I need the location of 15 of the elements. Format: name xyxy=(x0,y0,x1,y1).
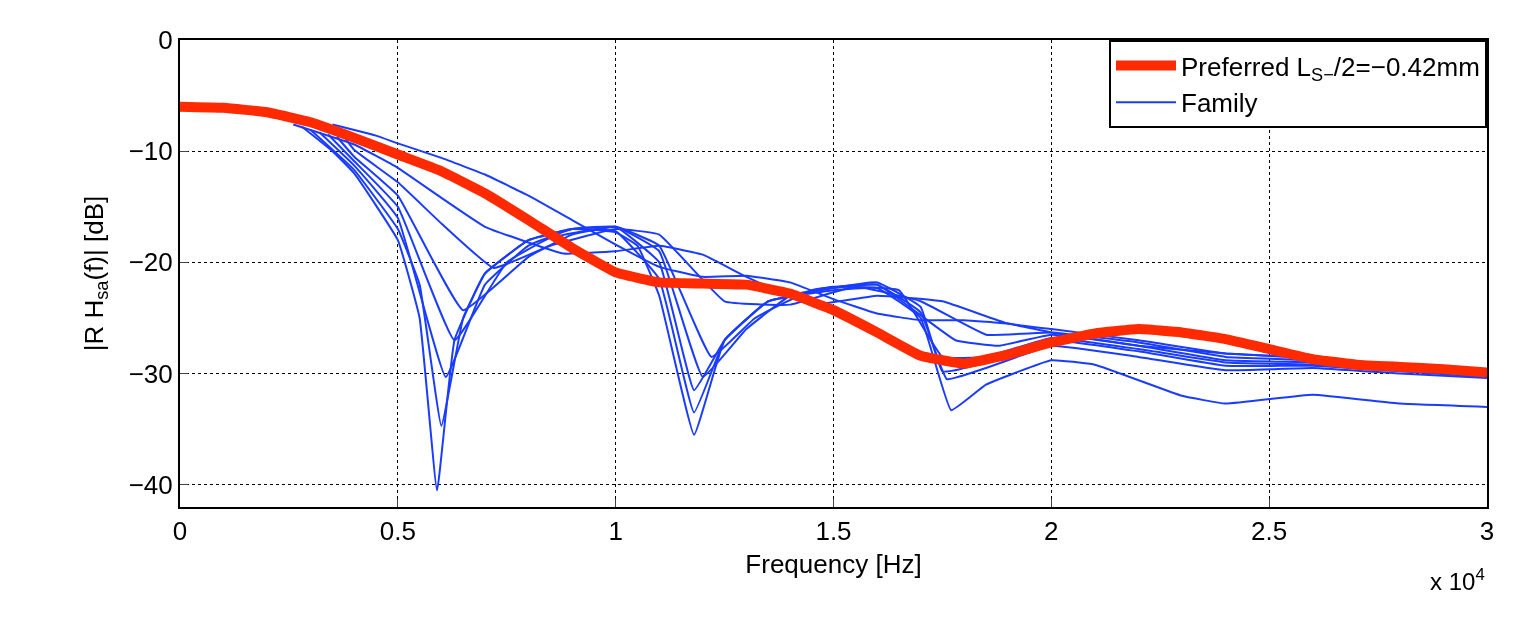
text: x 10$^{4}$ xyxy=(1430,565,1485,596)
x-tick-label: 1 xyxy=(608,516,623,547)
y-tick-label: −30 xyxy=(128,358,173,389)
y-tick-label: −40 xyxy=(128,469,173,500)
x-tick-label: 0.5 xyxy=(379,516,416,547)
y-tick-label: −20 xyxy=(128,247,173,278)
y-tick-label: 0 xyxy=(158,25,173,56)
y-tick-label: −10 xyxy=(128,136,173,167)
legend-label: Family xyxy=(1181,88,1258,119)
x-axis-title: Frequency [Hz] xyxy=(745,549,922,580)
x-tick-label: 3 xyxy=(1479,516,1495,547)
x-tick-label: 2 xyxy=(1044,516,1059,547)
x-tick-label: 2.5 xyxy=(1251,516,1288,547)
x-tick-label: 1.5 xyxy=(815,516,852,547)
legend-label: Preferred L$_{S−}$/2=−0.42mm xyxy=(1181,51,1480,85)
